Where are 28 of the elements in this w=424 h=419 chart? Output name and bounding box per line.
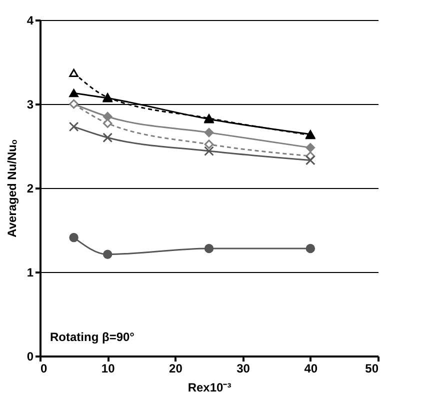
x-tick-label: 20 bbox=[169, 362, 183, 376]
point bbox=[102, 250, 112, 259]
x-tick-label: 50 bbox=[365, 362, 379, 376]
y-tick-label: 4 bbox=[26, 14, 34, 28]
annotation: Rotating β=90° bbox=[50, 330, 135, 344]
y-tick-label: 0 bbox=[26, 350, 34, 364]
point bbox=[69, 88, 78, 98]
y-tick-label: 1 bbox=[26, 266, 34, 280]
x-tick-label: 30 bbox=[236, 362, 250, 376]
point bbox=[204, 128, 214, 138]
x-tick-label: 0 bbox=[40, 362, 48, 376]
point bbox=[204, 140, 214, 149]
point bbox=[204, 244, 214, 254]
x-tick-label: 40 bbox=[304, 362, 318, 376]
point bbox=[306, 143, 316, 152]
point bbox=[102, 112, 112, 122]
y-tick-label: 2 bbox=[26, 182, 34, 196]
x-tick-label: 10 bbox=[101, 362, 116, 376]
point bbox=[306, 244, 316, 254]
y-tick-label: 3 bbox=[26, 98, 34, 112]
point bbox=[69, 232, 78, 242]
y-axis-title: Averaged Nu/Nuₒ bbox=[4, 140, 19, 238]
point bbox=[102, 132, 113, 143]
x-axis-title: Rex10⁻³ bbox=[188, 380, 232, 394]
point bbox=[102, 118, 112, 128]
point bbox=[68, 122, 79, 132]
point bbox=[305, 155, 316, 166]
point bbox=[204, 146, 214, 156]
